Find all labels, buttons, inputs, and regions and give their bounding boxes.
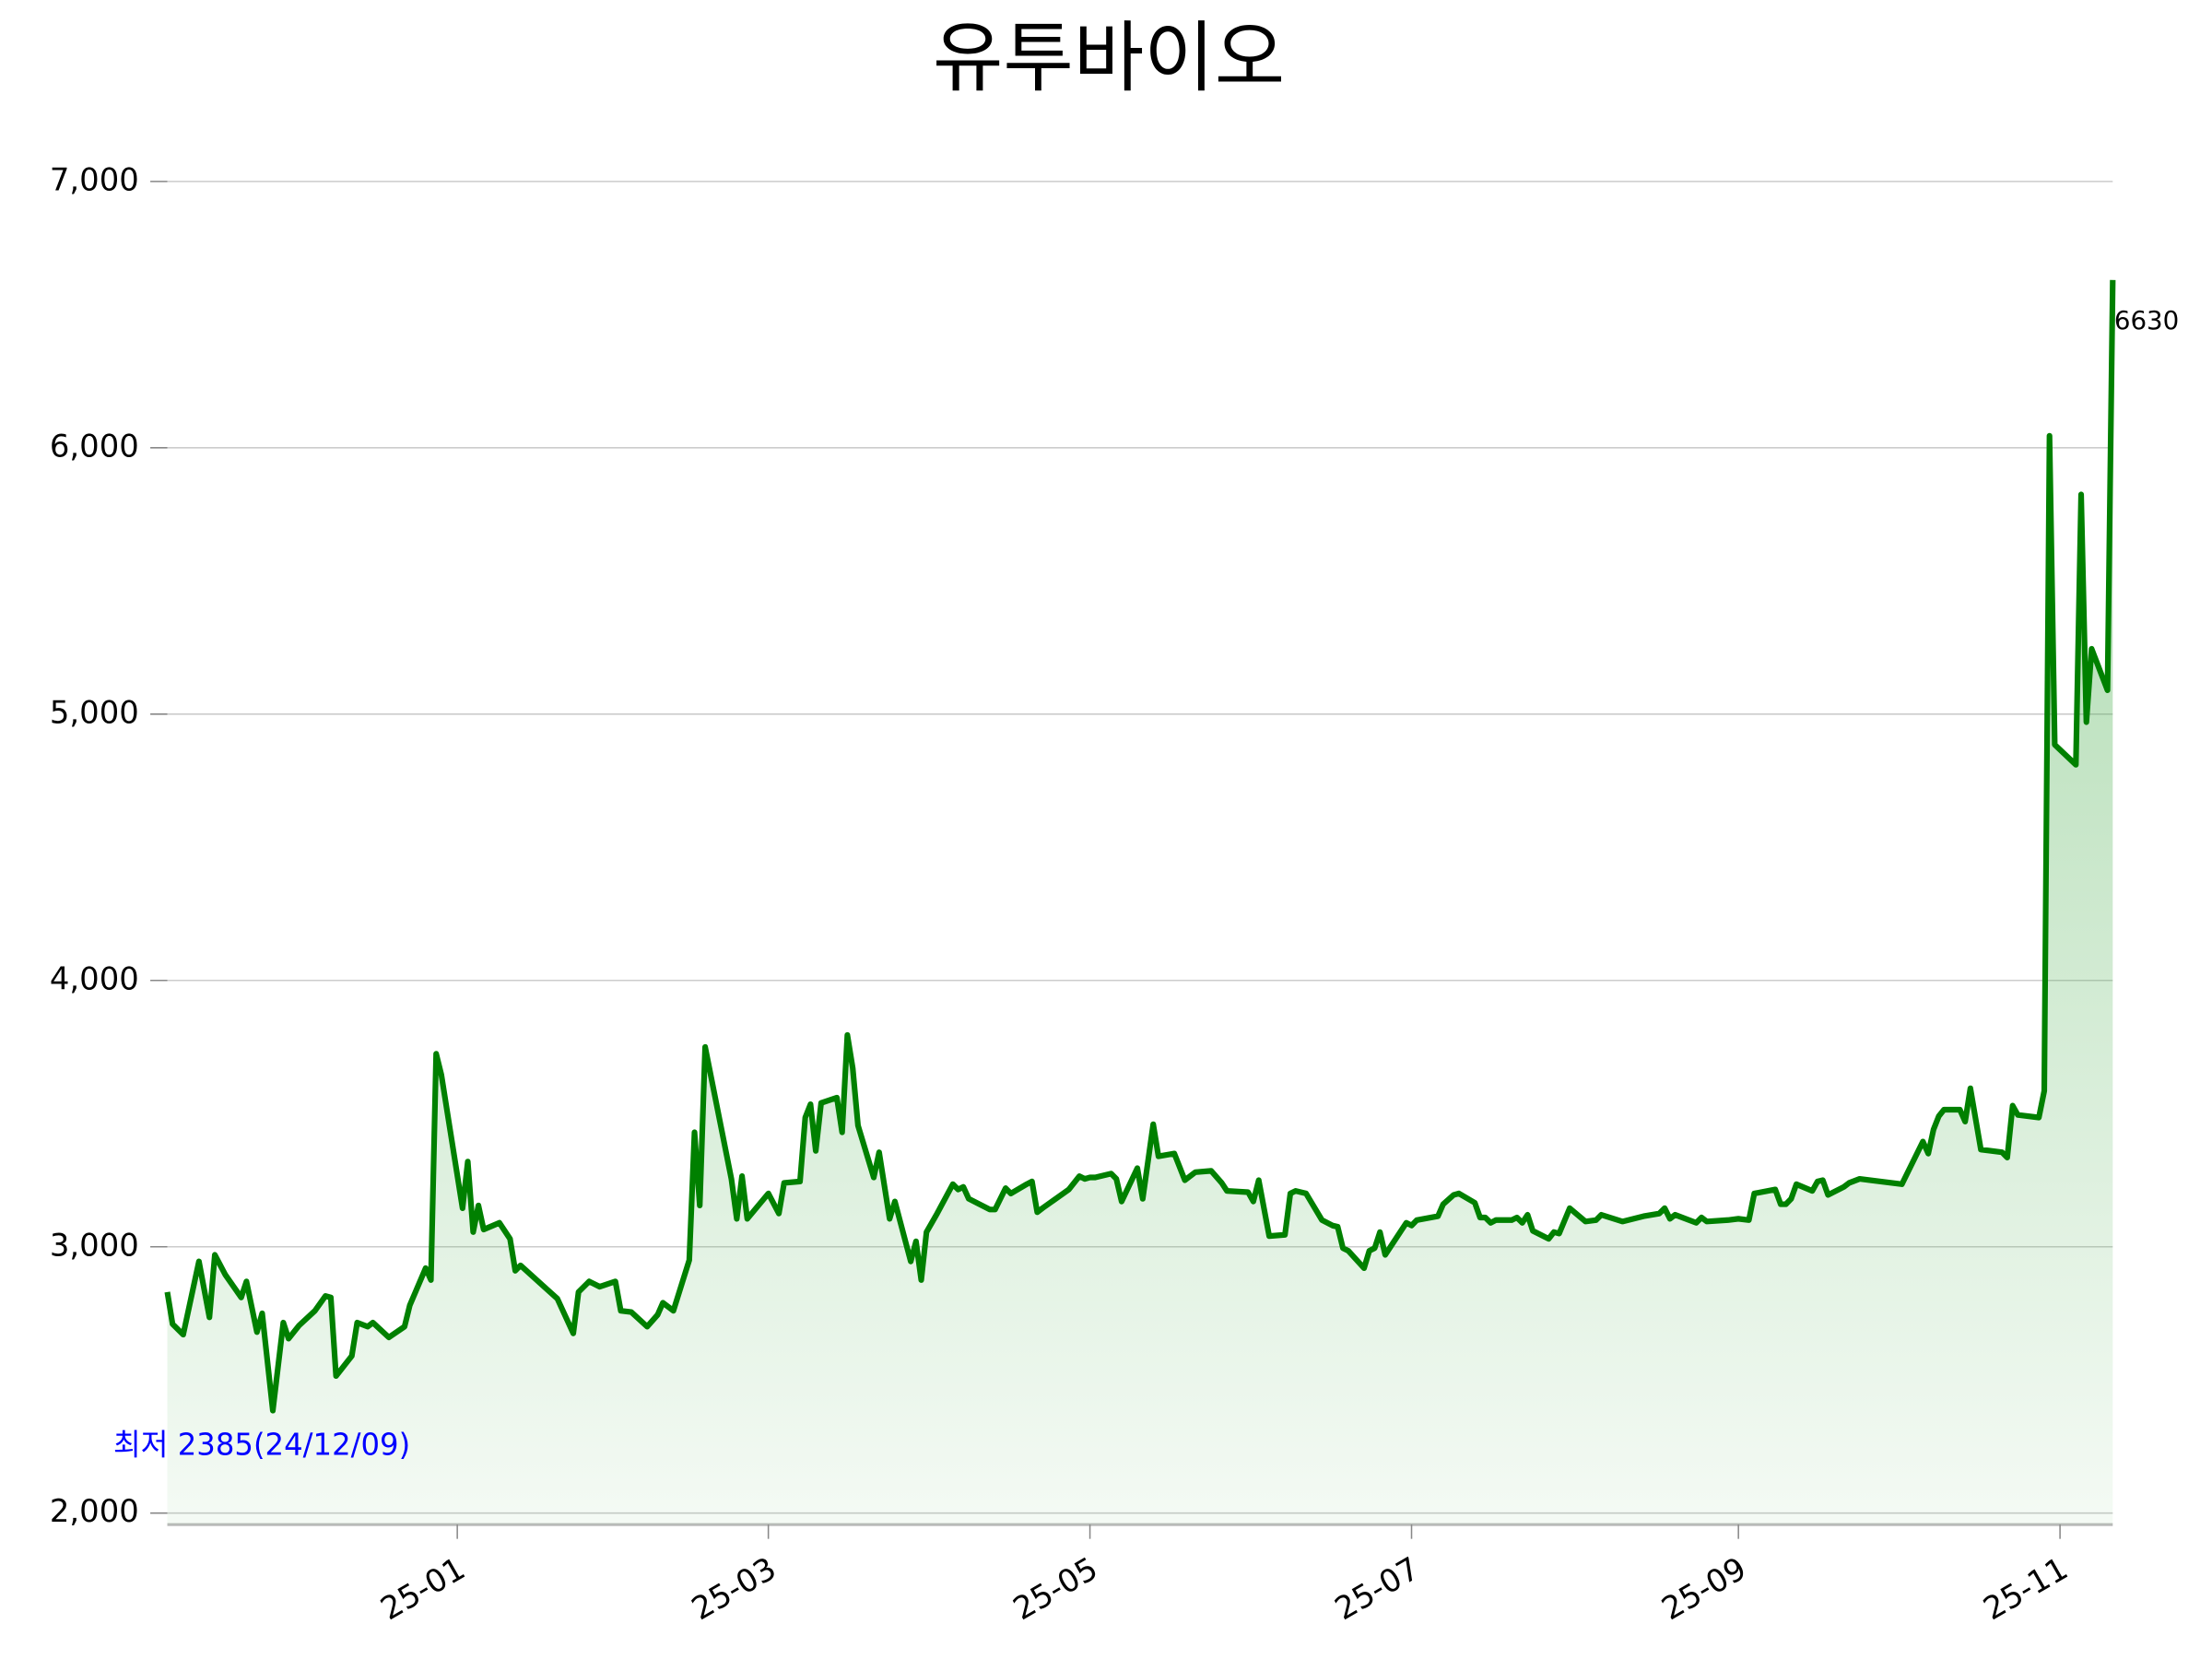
x-tick-label: 25-09 — [1655, 1550, 1752, 1628]
y-tick-label: 3,000 — [50, 1227, 139, 1264]
x-tick-label: 25-05 — [1007, 1550, 1104, 1628]
chart-title: 유투바이오 — [933, 13, 1285, 102]
price-line — [164, 279, 2116, 1414]
y-tick-label: 7,000 — [50, 161, 139, 198]
y-tick-label: 6,000 — [50, 428, 139, 465]
y-tick-label: 2,000 — [50, 1493, 139, 1530]
x-tick-label: 25-11 — [1977, 1550, 2074, 1628]
x-tick-label: 25-07 — [1329, 1550, 1426, 1628]
last-value-label: 6630 — [2114, 305, 2179, 335]
min-annotation: 최저 2385(24/12/09) — [113, 1427, 410, 1462]
y-tick-label: 5,000 — [50, 694, 139, 731]
area-fill — [167, 279, 2113, 1525]
x-tick-label: 25-03 — [686, 1550, 782, 1628]
x-tick-label: 25-01 — [374, 1550, 471, 1628]
y-tick-label: 4,000 — [50, 960, 139, 997]
